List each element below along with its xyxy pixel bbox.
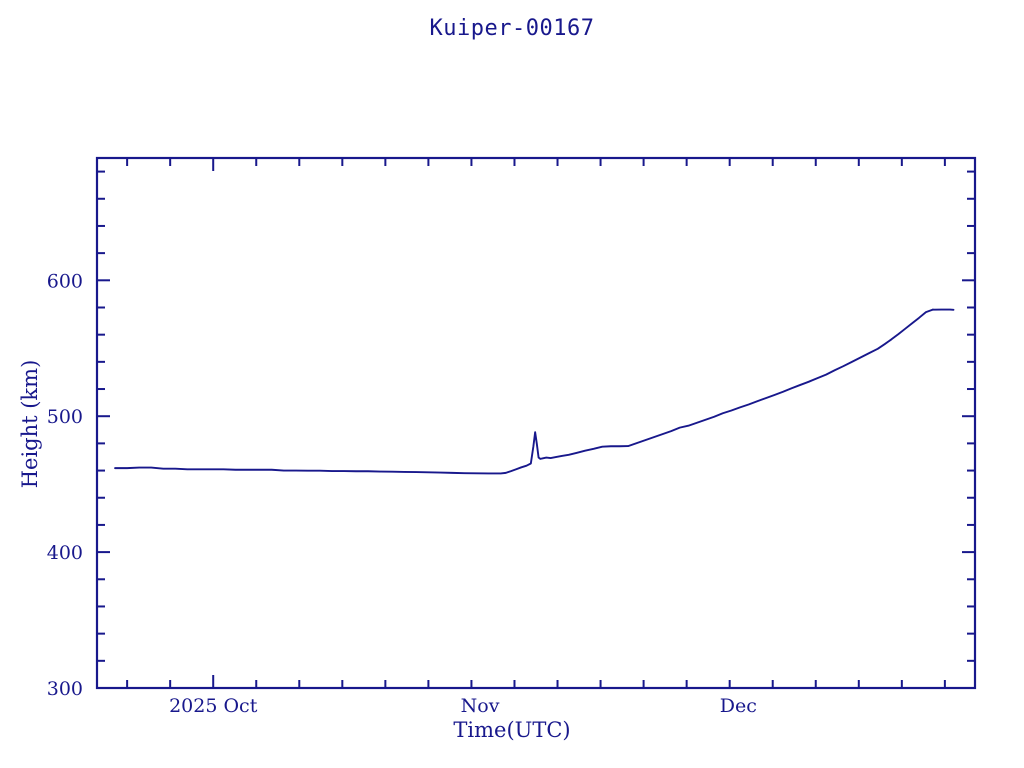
x-tick-label: Nov [461, 695, 500, 717]
page-title: Kuiper-00167 [429, 16, 595, 41]
data-line [114, 308, 934, 475]
x-axis-tick-labels: 2025 Oct Nov Dec [169, 695, 757, 717]
y-axis-tick-labels: 300 400 500 600 [47, 270, 83, 700]
y-tick-label: 300 [47, 678, 83, 700]
plot-frame [95, 156, 977, 690]
y-tick-label: 500 [47, 406, 83, 428]
x-tick-label: 2025 Oct [169, 695, 258, 717]
y-tick-label: 400 [47, 542, 83, 564]
y-axis-ticks [97, 170, 975, 689]
x-axis-ticks [126, 158, 946, 688]
data-series-group [114, 308, 955, 475]
x-axis-title: Time(UTC) [453, 718, 571, 742]
x-tick-label: Dec [720, 695, 757, 717]
y-axis-title: Height (km) [18, 359, 42, 489]
y-tick-label: 600 [47, 270, 83, 292]
